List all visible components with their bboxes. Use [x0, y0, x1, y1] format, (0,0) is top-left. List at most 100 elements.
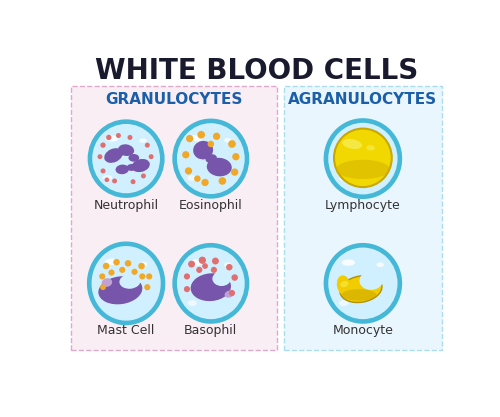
- Ellipse shape: [177, 248, 244, 319]
- Circle shape: [98, 154, 102, 159]
- Text: Eosinophil: Eosinophil: [179, 199, 242, 212]
- Ellipse shape: [190, 273, 231, 301]
- Circle shape: [184, 286, 190, 292]
- Text: WHITE BLOOD CELLS: WHITE BLOOD CELLS: [94, 58, 418, 85]
- Ellipse shape: [132, 159, 150, 172]
- Circle shape: [100, 284, 106, 290]
- Ellipse shape: [193, 141, 213, 159]
- Polygon shape: [92, 247, 160, 320]
- Circle shape: [202, 179, 208, 186]
- Ellipse shape: [336, 160, 390, 179]
- FancyBboxPatch shape: [284, 86, 442, 350]
- Text: Mast Cell: Mast Cell: [98, 324, 155, 337]
- Circle shape: [99, 273, 105, 279]
- Ellipse shape: [342, 289, 376, 301]
- FancyBboxPatch shape: [70, 86, 276, 350]
- Circle shape: [145, 143, 150, 148]
- Circle shape: [228, 140, 236, 148]
- Ellipse shape: [116, 165, 129, 174]
- Ellipse shape: [324, 243, 402, 324]
- Ellipse shape: [102, 175, 112, 181]
- Text: Basophil: Basophil: [184, 324, 238, 337]
- Circle shape: [100, 168, 105, 173]
- Circle shape: [218, 177, 226, 185]
- Ellipse shape: [328, 248, 398, 319]
- Circle shape: [212, 258, 219, 264]
- Ellipse shape: [104, 148, 122, 163]
- Ellipse shape: [342, 259, 355, 266]
- Circle shape: [119, 267, 126, 273]
- Ellipse shape: [118, 144, 134, 156]
- Circle shape: [185, 167, 192, 175]
- Ellipse shape: [328, 123, 398, 194]
- Ellipse shape: [98, 276, 142, 304]
- Ellipse shape: [188, 300, 197, 306]
- Ellipse shape: [140, 138, 147, 143]
- Ellipse shape: [342, 135, 355, 141]
- Ellipse shape: [177, 123, 244, 194]
- Circle shape: [198, 256, 206, 264]
- Circle shape: [141, 173, 146, 178]
- Circle shape: [116, 133, 121, 138]
- Text: Lymphocyte: Lymphocyte: [325, 199, 401, 212]
- Circle shape: [113, 259, 120, 266]
- Ellipse shape: [120, 274, 141, 289]
- Circle shape: [186, 135, 194, 142]
- Circle shape: [198, 131, 205, 138]
- Ellipse shape: [92, 124, 160, 193]
- Circle shape: [194, 176, 200, 182]
- Ellipse shape: [340, 281, 348, 287]
- Ellipse shape: [366, 145, 375, 151]
- Circle shape: [231, 168, 238, 176]
- Ellipse shape: [206, 154, 217, 163]
- Ellipse shape: [334, 128, 392, 187]
- Circle shape: [213, 133, 220, 140]
- Circle shape: [232, 274, 238, 281]
- Ellipse shape: [224, 262, 232, 267]
- Circle shape: [202, 263, 208, 269]
- Ellipse shape: [128, 154, 139, 162]
- Text: AGRANULOCYTES: AGRANULOCYTES: [288, 92, 438, 107]
- Circle shape: [144, 284, 150, 290]
- Circle shape: [211, 267, 217, 273]
- Ellipse shape: [172, 243, 250, 324]
- Text: Neutrophil: Neutrophil: [94, 199, 158, 212]
- Circle shape: [112, 178, 117, 183]
- Circle shape: [184, 273, 190, 279]
- Ellipse shape: [190, 135, 203, 141]
- Ellipse shape: [126, 164, 136, 171]
- Circle shape: [138, 263, 145, 269]
- Ellipse shape: [339, 176, 348, 181]
- Ellipse shape: [207, 158, 232, 176]
- Circle shape: [108, 269, 114, 276]
- Circle shape: [100, 143, 105, 148]
- Ellipse shape: [106, 136, 118, 142]
- Circle shape: [182, 151, 190, 158]
- Ellipse shape: [324, 118, 402, 199]
- Circle shape: [103, 263, 110, 269]
- Ellipse shape: [339, 300, 348, 306]
- Ellipse shape: [337, 275, 350, 295]
- Ellipse shape: [340, 276, 382, 302]
- Circle shape: [106, 135, 112, 140]
- Circle shape: [232, 153, 239, 161]
- Circle shape: [188, 261, 195, 268]
- Ellipse shape: [140, 262, 147, 266]
- Circle shape: [196, 267, 202, 273]
- Circle shape: [139, 273, 145, 279]
- Circle shape: [130, 179, 136, 184]
- Circle shape: [125, 260, 132, 266]
- Ellipse shape: [172, 118, 250, 198]
- Ellipse shape: [102, 278, 112, 287]
- Ellipse shape: [342, 139, 362, 149]
- Ellipse shape: [376, 138, 384, 142]
- Circle shape: [229, 290, 235, 296]
- Ellipse shape: [190, 259, 203, 266]
- Circle shape: [208, 141, 214, 147]
- Circle shape: [128, 135, 132, 140]
- Ellipse shape: [224, 138, 232, 143]
- Text: Monocyte: Monocyte: [332, 324, 394, 337]
- Circle shape: [104, 178, 109, 182]
- Text: GRANULOCYTES: GRANULOCYTES: [105, 92, 242, 107]
- Ellipse shape: [224, 291, 234, 298]
